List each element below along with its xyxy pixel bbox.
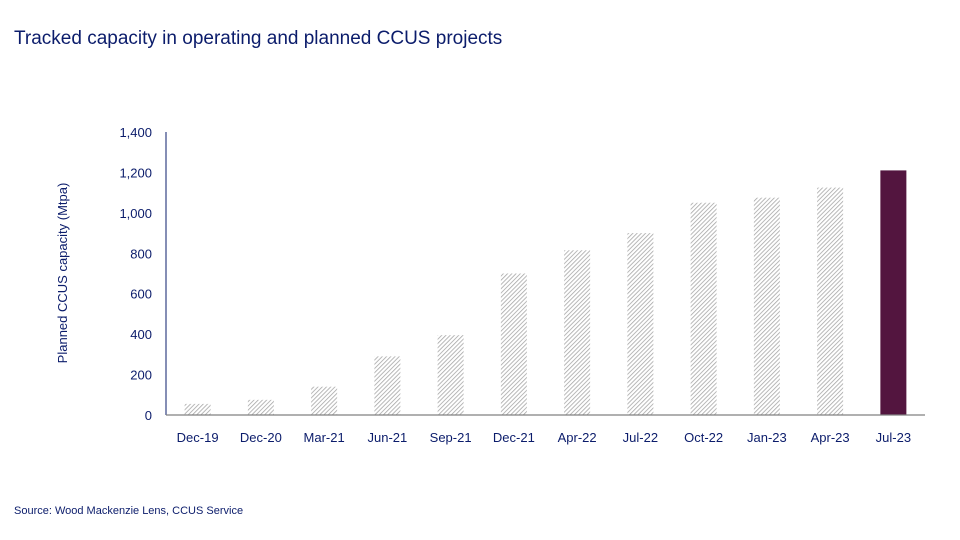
- y-tick-label: 1,200: [119, 165, 152, 180]
- y-tick-label: 200: [130, 368, 152, 383]
- x-tick-label: Jul-23: [876, 430, 911, 445]
- x-tick-label: Jun-21: [368, 430, 408, 445]
- x-tick-label: Apr-22: [558, 430, 597, 445]
- bar-mar-21: [311, 386, 338, 415]
- bar-sep-21: [437, 335, 464, 415]
- bar-dec-21: [500, 273, 527, 415]
- x-tick-label: Dec-21: [493, 430, 535, 445]
- x-tick-label: Jul-22: [623, 430, 658, 445]
- x-tick-label: Dec-20: [240, 430, 282, 445]
- bar-jan-23: [753, 197, 780, 415]
- x-tick-label: Jan-23: [747, 430, 787, 445]
- x-tick-label: Sep-21: [430, 430, 472, 445]
- y-tick-label: 600: [130, 287, 152, 302]
- x-tick-label: Oct-22: [684, 430, 723, 445]
- bar-jul-23: [880, 170, 907, 415]
- y-tick-label: 800: [130, 246, 152, 261]
- chart-title: Tracked capacity in operating and planne…: [14, 28, 503, 49]
- y-tick-label: 400: [130, 327, 152, 342]
- y-axis-label: Planned CCUS capacity (Mtpa): [55, 183, 70, 364]
- bar-jun-21: [374, 356, 401, 415]
- x-tick-label: Dec-19: [177, 430, 219, 445]
- y-tick-label: 0: [145, 408, 152, 423]
- x-tick-label: Mar-21: [304, 430, 345, 445]
- bar-dec-20: [247, 399, 274, 415]
- bar-apr-23: [817, 187, 844, 415]
- bar-apr-22: [564, 250, 591, 415]
- bar-oct-22: [690, 202, 717, 415]
- bar-jul-22: [627, 233, 654, 415]
- y-tick-label: 1,400: [119, 125, 152, 140]
- x-tick-label: Apr-23: [811, 430, 850, 445]
- source-note: Source: Wood Mackenzie Lens, CCUS Servic…: [14, 505, 244, 517]
- bar-dec-19: [184, 403, 211, 415]
- y-tick-label: 1,000: [119, 206, 152, 221]
